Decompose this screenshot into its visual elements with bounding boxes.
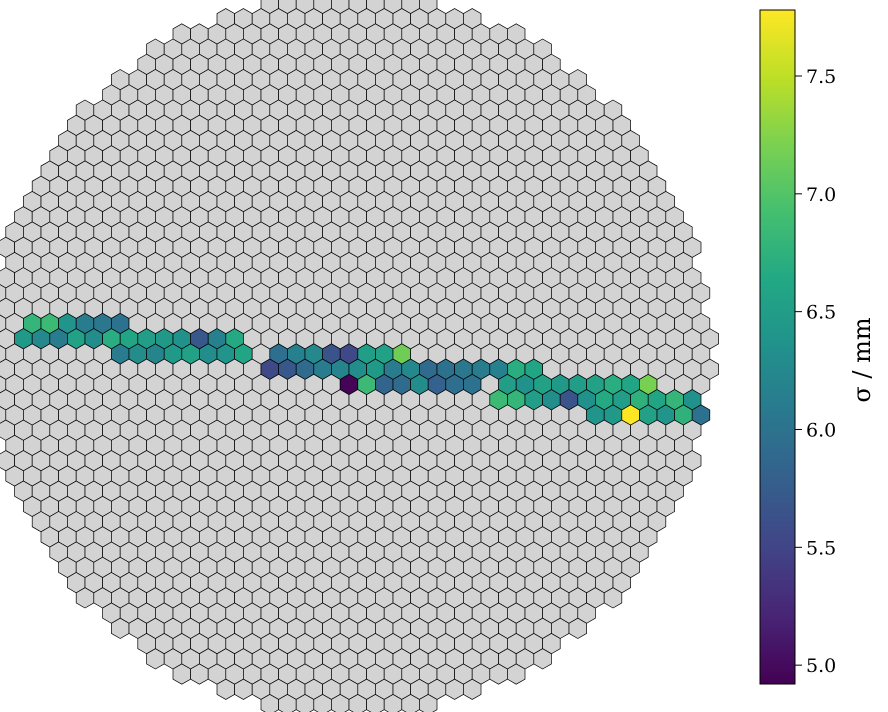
camera-pixel-grid [0,0,719,712]
colorbar-label: σ / mm [848,317,876,402]
hex-pixel [533,648,552,670]
hex-pixel [603,587,623,609]
hex-pixel [419,694,438,712]
colorbar-tick-label: 6.0 [806,419,836,441]
hex-pixel [507,663,526,685]
colorbar: 5.0 5.5 6.0 6.5 7.0 7.5 σ / mm [759,9,876,685]
colorbar-tick-label: 5.0 [806,655,836,677]
colorbar-tick-label: 7.5 [806,66,836,88]
hex-pixel [568,617,587,639]
colorbar-tick-label: 7.0 [806,184,836,206]
colorbar-tick-label: 6.5 [806,302,836,324]
colorbar-tick-label: 5.5 [806,537,836,559]
colorbar-ticks: 5.0 5.5 6.0 6.5 7.0 7.5 [795,66,836,677]
hex-pixel [463,678,482,700]
colorbar-gradient [759,9,796,685]
